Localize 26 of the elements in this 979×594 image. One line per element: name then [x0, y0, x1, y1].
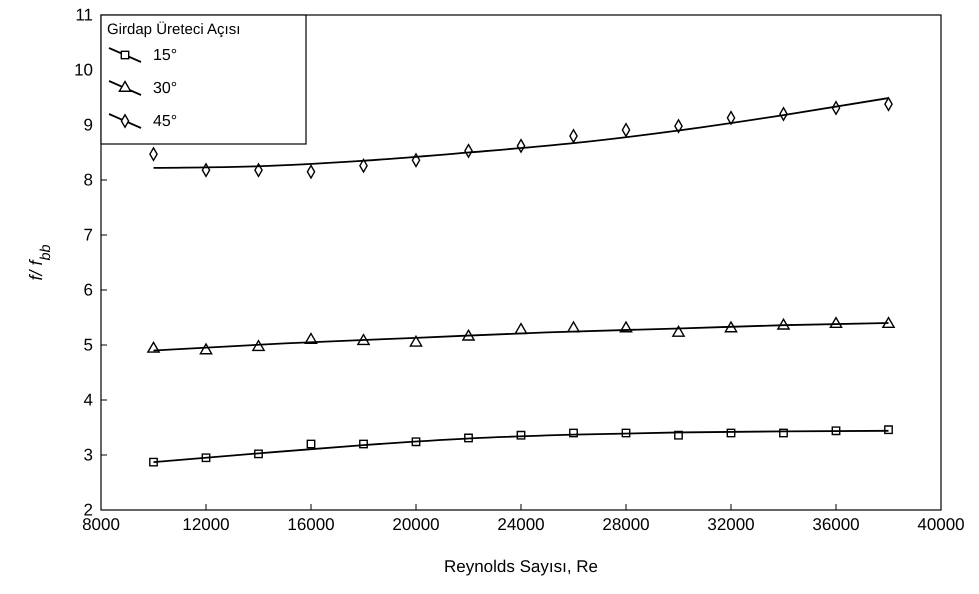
x-tick-label: 28000	[602, 515, 650, 534]
y-tick-label: 10	[74, 60, 93, 80]
point	[884, 425, 893, 434]
legend-label: 45°	[153, 113, 178, 130]
x-tick-label: 32000	[707, 515, 755, 534]
y-tick-label: 9	[84, 115, 93, 134]
x-tick-label: 20000	[392, 515, 440, 534]
y-tick-label: 11	[75, 5, 93, 24]
x-tick-label: 12000	[182, 515, 230, 534]
y-tick-label: 6	[84, 280, 93, 300]
point	[410, 336, 422, 347]
point	[672, 326, 685, 337]
x-tick-label: 16000	[287, 515, 335, 534]
legend-title: Girdap Üreteci Açısı	[107, 21, 240, 38]
x-tick-label: 40000	[917, 515, 965, 534]
y-tick-label: 8	[84, 170, 93, 190]
y-tick-label: 7	[84, 225, 93, 244]
legend-label: 15°	[153, 47, 178, 64]
y-tick-label: 4	[84, 390, 93, 410]
x-axis-title: Reynolds Sayısı, Re	[444, 557, 598, 576]
legend-label: 30°	[153, 80, 178, 97]
x-tick-label: 36000	[812, 515, 860, 534]
y-tick-label: 3	[84, 445, 93, 464]
x-tick-label: 24000	[497, 515, 545, 534]
y-tick-label: 5	[84, 335, 93, 354]
point	[306, 440, 316, 448]
